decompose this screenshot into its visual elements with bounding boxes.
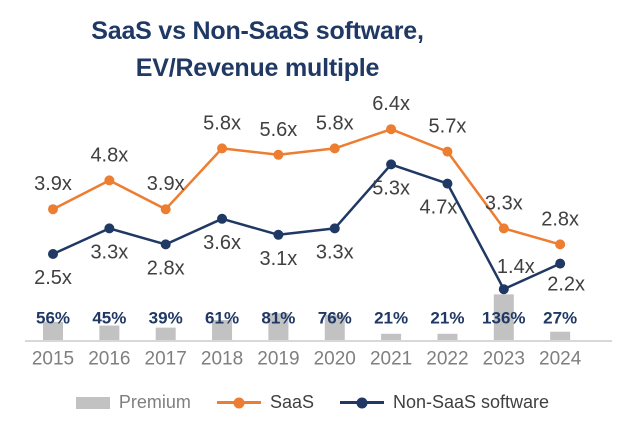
legend-label-non-saas: Non-SaaS software xyxy=(392,392,550,412)
legend-label-premium: Premium xyxy=(118,392,191,412)
saas-point xyxy=(160,204,171,215)
saas-data-label: 4.8x xyxy=(90,144,128,166)
premium-bar xyxy=(550,331,571,341)
saas-point xyxy=(104,175,115,186)
non-saas-point xyxy=(160,239,171,250)
premium-bar xyxy=(212,320,233,341)
non-saas-point xyxy=(104,223,115,234)
year-label: 2023 xyxy=(483,349,525,370)
non-saas-data-label: 3.3x xyxy=(316,241,354,263)
premium-swatch-icon xyxy=(75,396,110,409)
saas-data-label: 5.8x xyxy=(203,112,241,134)
non-saas-point xyxy=(555,258,566,269)
non-saas-dot-icon xyxy=(356,397,368,408)
legend-item-saas: SaaS xyxy=(216,392,314,413)
year-label: 2021 xyxy=(370,349,412,370)
premium-bar xyxy=(381,333,402,341)
non-saas-data-label: 2.2x xyxy=(547,274,585,296)
premium-value-label: 45% xyxy=(92,309,126,328)
premium-value-label: 56% xyxy=(36,309,70,328)
legend: Premium SaaS Non-SaaS software xyxy=(0,392,625,413)
chart-title: SaaS vs Non-SaaS software, EV/Revenue mul… xyxy=(0,13,515,87)
saas-data-label: 3.3x xyxy=(485,192,523,214)
non-saas-data-label: 4.7x xyxy=(420,197,458,219)
year-label: 2017 xyxy=(145,349,187,370)
non-saas-line xyxy=(52,163,561,291)
non-saas-point xyxy=(217,213,228,224)
premium-bar xyxy=(43,321,63,341)
year-label: 2020 xyxy=(314,349,356,370)
premium-bar xyxy=(493,294,514,341)
saas-data-label: 6.4x xyxy=(372,93,410,115)
premium-value-label: 27% xyxy=(543,309,577,328)
chart-title-line2: EV/Revenue multiple xyxy=(135,54,380,82)
premium-value-label: 76% xyxy=(318,309,352,328)
saas-point xyxy=(48,204,58,215)
non-saas-data-label: 3.6x xyxy=(203,232,241,254)
saas-data-label: 5.6x xyxy=(259,119,297,141)
legend-item-non-saas: Non-SaaS software xyxy=(339,392,550,413)
non-saas-data-label: 5.3x xyxy=(372,177,410,199)
non-saas-line-icon xyxy=(339,397,384,408)
non-saas-point xyxy=(273,229,284,240)
saas-point xyxy=(217,143,228,154)
saas-line-icon xyxy=(216,397,261,408)
non-saas-point xyxy=(386,159,397,170)
premium-bar xyxy=(155,327,176,341)
saas-data-label: 5.8x xyxy=(316,112,354,134)
year-label: 2019 xyxy=(257,349,299,370)
non-saas-point xyxy=(442,178,453,189)
year-label: 2015 xyxy=(32,349,74,370)
non-saas-data-label: 2.5x xyxy=(34,267,72,289)
saas-point xyxy=(498,223,509,234)
saas-point xyxy=(386,124,397,135)
saas-point xyxy=(555,239,566,250)
non-saas-point xyxy=(329,223,340,234)
saas-line xyxy=(52,127,561,246)
saas-data-label: 2.8x xyxy=(541,208,579,230)
premium-bar xyxy=(437,333,458,341)
premium-bar xyxy=(99,325,120,341)
premium-bar xyxy=(268,313,289,341)
year-label: 2024 xyxy=(539,349,582,370)
saas-point xyxy=(329,143,340,154)
non-saas-data-label: 1.4x xyxy=(497,256,535,278)
premium-value-label: 61% xyxy=(205,309,239,328)
non-saas-data-label: 3.1x xyxy=(259,248,297,270)
saas-point xyxy=(442,146,453,157)
saas-dot-icon xyxy=(233,397,245,408)
non-saas-point xyxy=(48,249,58,259)
premium-bar xyxy=(324,314,345,341)
saas-data-label: 3.9x xyxy=(147,173,185,195)
saas-data-label: 3.9x xyxy=(34,173,72,195)
premium-value-label: 81% xyxy=(261,309,295,328)
chart-title-line1: SaaS vs Non-SaaS software, xyxy=(91,17,424,45)
saas-point xyxy=(273,149,284,160)
premium-value-label: 21% xyxy=(430,309,464,328)
premium-value-label: 39% xyxy=(149,309,183,328)
non-saas-data-label: 3.3x xyxy=(90,241,128,263)
premium-value-label: 21% xyxy=(374,309,408,328)
legend-item-premium: Premium xyxy=(75,392,191,413)
year-label: 2022 xyxy=(426,349,468,370)
non-saas-point xyxy=(498,284,509,295)
non-saas-data-label: 2.8x xyxy=(147,257,185,279)
premium-value-label: 136% xyxy=(482,309,525,328)
year-label: 2016 xyxy=(88,349,130,370)
saas-data-label: 5.7x xyxy=(429,116,467,138)
year-label: 2018 xyxy=(201,349,243,370)
legend-label-saas: SaaS xyxy=(269,392,314,412)
